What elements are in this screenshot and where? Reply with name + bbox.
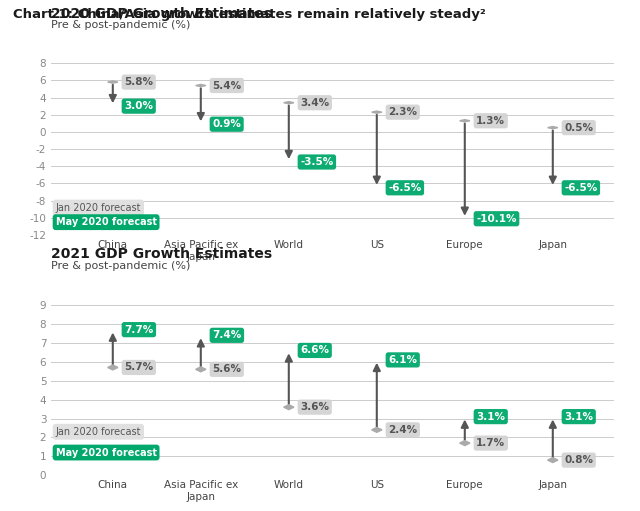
Text: 3.6%: 3.6% (300, 402, 329, 412)
Text: Jan 2020 forecast: Jan 2020 forecast (56, 202, 141, 213)
Text: -6.5%: -6.5% (564, 183, 598, 193)
Text: 7.4%: 7.4% (212, 330, 241, 340)
Polygon shape (196, 84, 206, 87)
Text: 3.1%: 3.1% (564, 412, 593, 422)
Text: 2020 GDP Growth Estimates: 2020 GDP Growth Estimates (51, 7, 272, 21)
Polygon shape (548, 458, 558, 462)
Polygon shape (284, 102, 294, 104)
Text: 3.1%: 3.1% (476, 412, 505, 422)
Text: 2021 GDP Growth Estimates: 2021 GDP Growth Estimates (51, 247, 273, 262)
Text: Jan 2020 forecast: Jan 2020 forecast (56, 427, 141, 437)
Text: 7.7%: 7.7% (124, 324, 154, 335)
Text: May 2020 forecast: May 2020 forecast (56, 448, 157, 457)
Polygon shape (548, 127, 558, 129)
Text: 0.9%: 0.9% (212, 119, 241, 129)
Text: 6.1%: 6.1% (388, 355, 417, 365)
Polygon shape (284, 405, 294, 410)
Text: -3.5%: -3.5% (300, 157, 333, 167)
Polygon shape (460, 440, 470, 446)
Text: 2.3%: 2.3% (388, 107, 417, 117)
Polygon shape (108, 81, 118, 83)
Text: Chart 1: China/Asia growth estimates remain relatively steady²: Chart 1: China/Asia growth estimates rem… (13, 8, 486, 20)
Text: 5.8%: 5.8% (124, 77, 153, 87)
Polygon shape (196, 367, 206, 372)
Text: 3.0%: 3.0% (124, 101, 153, 111)
Text: 5.7%: 5.7% (124, 362, 154, 373)
Polygon shape (108, 365, 118, 370)
Text: 5.6%: 5.6% (212, 364, 241, 375)
Text: -10.1%: -10.1% (476, 214, 516, 224)
Text: 5.4%: 5.4% (212, 81, 241, 90)
Text: 0.5%: 0.5% (564, 123, 593, 133)
Text: Pre & post-pandemic (%): Pre & post-pandemic (%) (51, 20, 191, 31)
Text: 1.3%: 1.3% (476, 116, 505, 126)
Text: -6.5%: -6.5% (388, 183, 422, 193)
Polygon shape (372, 111, 382, 113)
Polygon shape (460, 120, 470, 122)
Text: 6.6%: 6.6% (300, 345, 329, 356)
Text: 3.4%: 3.4% (300, 98, 330, 108)
Text: May 2020 forecast: May 2020 forecast (56, 217, 157, 227)
Text: 1.7%: 1.7% (476, 438, 506, 448)
Text: 2.4%: 2.4% (388, 425, 417, 435)
Polygon shape (372, 427, 382, 432)
Text: Pre & post-pandemic (%): Pre & post-pandemic (%) (51, 261, 191, 271)
Text: 0.8%: 0.8% (564, 455, 593, 465)
